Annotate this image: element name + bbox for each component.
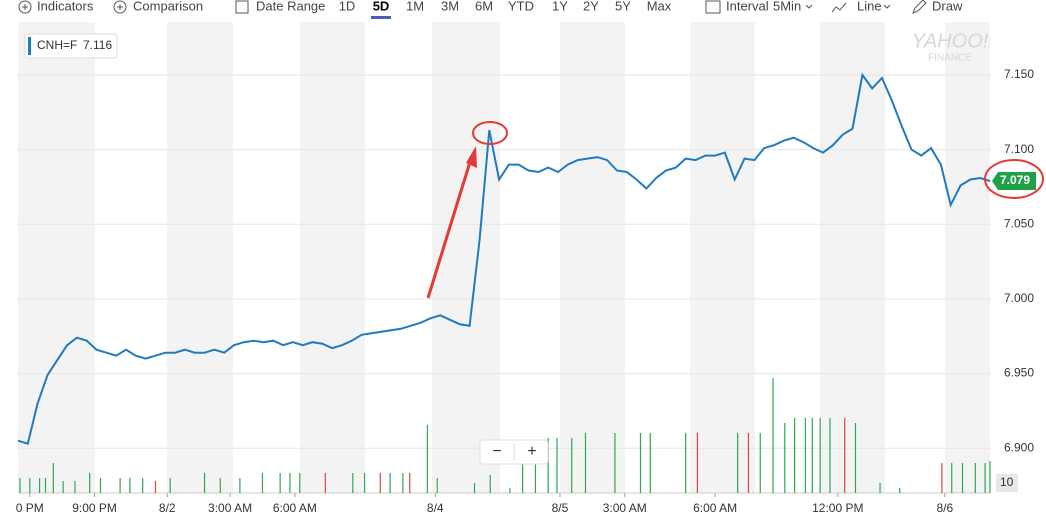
range-button[interactable]: 1D: [339, 0, 356, 13]
draw-button[interactable]: Draw: [932, 0, 963, 13]
x-tick-label: 6:00 AM: [693, 501, 737, 515]
volume: 10: [19, 378, 1018, 493]
x-tick-label: 6:00 AM: [273, 501, 317, 515]
icon: [805, 4, 813, 9]
y-tick-label: 7.150: [1004, 67, 1034, 81]
comparison-button[interactable]: Comparison: [133, 0, 203, 13]
icon: [117, 4, 123, 10]
active-underline: [371, 16, 391, 19]
x-tick-label: 3:00 AM: [208, 501, 252, 515]
icon: [912, 0, 927, 14]
y-tick-label: 6.950: [1004, 366, 1034, 380]
arrow-head: [466, 146, 477, 168]
y-tick-label: 6.900: [1004, 440, 1034, 454]
icon: [705, 0, 721, 14]
range-button[interactable]: YTD: [508, 0, 534, 13]
y2-tick-label: 10: [1000, 475, 1014, 489]
x-tick-label: 3:00 AM: [603, 501, 647, 515]
legend-value: 7.116: [83, 38, 112, 52]
x-tick-label: 0 PM: [16, 501, 44, 515]
annotations: [426, 121, 1044, 299]
chart-style-button[interactable]: Line: [857, 0, 882, 13]
icon: [883, 4, 891, 9]
range-button[interactable]: 6M: [475, 0, 493, 13]
icon: [22, 4, 28, 10]
interval-label[interactable]: Interval: [726, 0, 769, 13]
x-tick-label: 8/6: [936, 501, 953, 515]
watermark: YAHOO!: [912, 30, 989, 52]
legend: CNH=F 7.116: [24, 33, 118, 59]
y-tick-label: 7.100: [1004, 142, 1034, 156]
icon: [235, 0, 249, 14]
range-buttons: 1D 5D 1M 3M 6M YTD 1Y 2Y 5Y Max: [339, 0, 672, 19]
toolbar: Indicators Comparison Date Range 1D 5D 1M 3…: [18, 0, 963, 19]
session-bands: [18, 22, 990, 493]
range-button[interactable]: 1M: [406, 0, 424, 13]
range-button[interactable]: Max: [647, 0, 672, 13]
interval-value[interactable]: 5Min: [773, 0, 801, 13]
watermark-sub: FINANCE: [928, 53, 972, 64]
date-range-button[interactable]: Date Range: [256, 0, 325, 13]
x-tick-label: 8/2: [159, 501, 176, 515]
zoom-out[interactable]: −: [492, 443, 501, 460]
zoom-in[interactable]: +: [527, 443, 536, 460]
last-price-tag: [992, 171, 1036, 190]
icon: [18, 0, 32, 14]
range-button[interactable]: 3M: [441, 0, 459, 13]
x-tick-label: 8/5: [552, 501, 569, 515]
icon: [113, 0, 127, 14]
indicators-button[interactable]: Indicators: [37, 0, 94, 13]
y-tick-label: 7.000: [1004, 291, 1034, 305]
y2-tick-box: [996, 474, 1018, 492]
arrow-shaft: [426, 161, 472, 299]
legend-symbol: CNH=F: [37, 38, 77, 52]
highlight-circle: [472, 121, 508, 145]
price-line: [17, 72, 991, 445]
zoom-controls: − +: [479, 439, 549, 465]
y-tick-label: 7.050: [1004, 216, 1034, 230]
plot: 7.079: [17, 72, 1036, 445]
highlight-circle: [984, 159, 1044, 199]
range-button[interactable]: 2Y: [583, 0, 599, 13]
x-tick-label: 12:00 PM: [812, 501, 863, 515]
range-button[interactable]: 1Y: [552, 0, 568, 13]
x-tick-label: 9:00 PM: [72, 501, 117, 515]
x-tick-label: 8/4: [427, 501, 444, 515]
last-price-label: 7.079: [1000, 173, 1030, 187]
range-button[interactable]: 5D: [373, 0, 390, 13]
icon: [831, 2, 847, 13]
legend-box: [24, 33, 118, 59]
legend-swatch: [28, 37, 31, 55]
range-button[interactable]: 5Y: [615, 0, 631, 13]
